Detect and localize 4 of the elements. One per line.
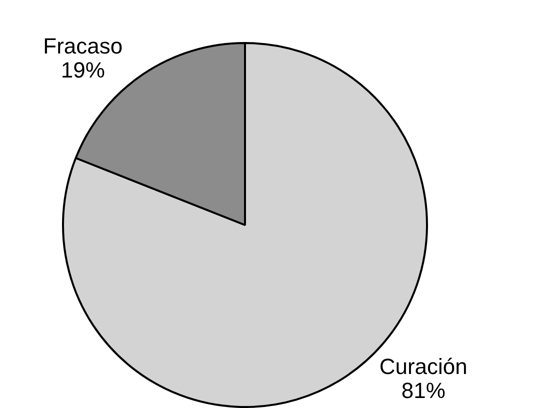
data-label: 81% xyxy=(401,378,446,404)
data-label: 19% xyxy=(60,57,105,82)
slice-label: Curación xyxy=(379,354,468,380)
slice-label: Fracaso xyxy=(43,33,123,58)
